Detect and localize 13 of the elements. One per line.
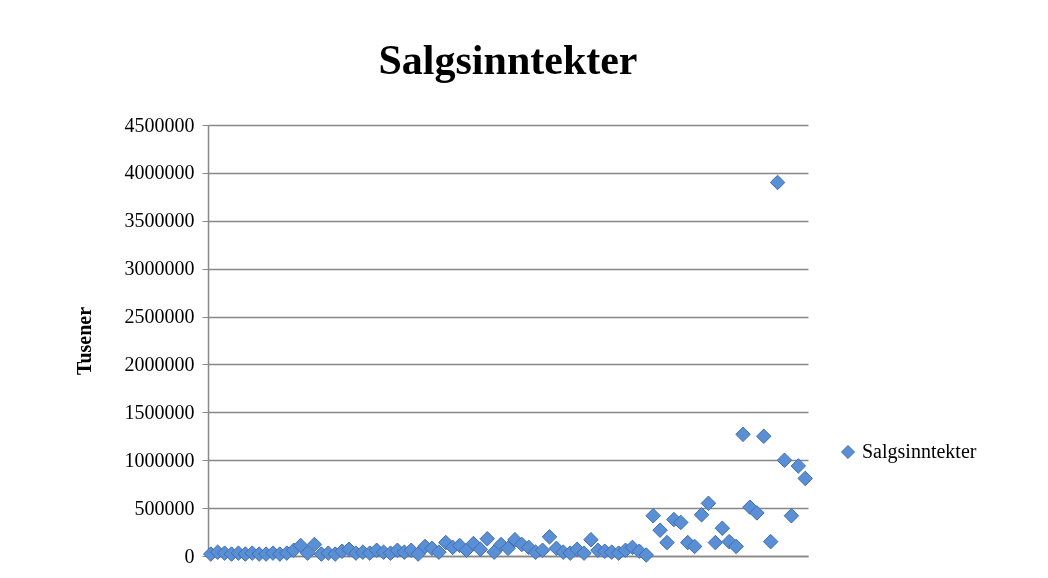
y-tick-label: 2500000 [124, 305, 195, 328]
y-tick-label: 0 [184, 544, 195, 567]
y-tick-label: 4000000 [124, 161, 195, 184]
y-tick-label: 1000000 [124, 448, 195, 471]
legend-label: Salgsinntekter [862, 440, 977, 463]
y-tick-label: 3500000 [124, 209, 195, 232]
y-tick-label: 3000000 [124, 257, 195, 280]
y-tick-label: 2000000 [124, 352, 195, 375]
chart-title: Salgsinntekter [378, 37, 638, 83]
y-tick-label: 1500000 [124, 400, 195, 423]
y-tick-label: 500000 [134, 496, 195, 519]
y-axis-title: Tusener [72, 306, 95, 376]
y-tick-label: 4500000 [124, 113, 195, 136]
